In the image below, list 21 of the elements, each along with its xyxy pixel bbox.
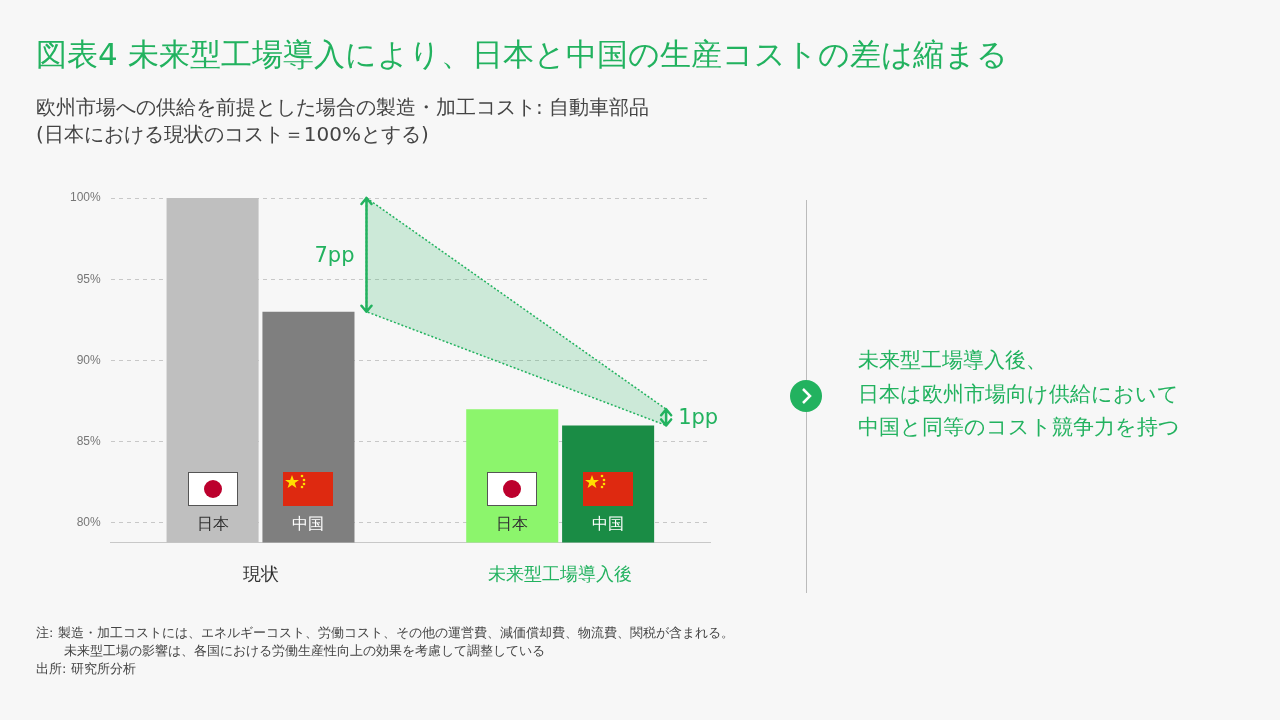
x-tick-label: 未来型工場導入後 (488, 564, 633, 585)
series-label: 中国 (292, 513, 325, 533)
text: 日本 (496, 513, 529, 533)
text: 日本は欧州市場向け供給において (858, 380, 1180, 408)
text: 未来型工場の影響は、各国における労働生産性向上の効果を考慮して調整している (63, 642, 546, 661)
chart-subtitle: 欧州市場への供給を前提とした場合の製造・加工コスト: 自動車部品 (日本における現状のコスト＝100%とする) (36, 94, 650, 148)
text: 中国と同等のコスト競争力を持つ (858, 414, 1180, 442)
y-tick-label: 85% (76, 433, 102, 448)
text: 出所: 研究所分析 (36, 660, 137, 679)
text: 中国 (592, 513, 625, 533)
annotation: 7pp (314, 242, 355, 267)
annotation: 1pp (678, 405, 719, 430)
y-tick-label: 100% (69, 190, 102, 205)
y-tick-label: 80% (76, 515, 102, 530)
series-label: 日本 (196, 513, 229, 533)
text: 未来型工場導入後、 (858, 347, 1048, 374)
y-tick-label: 90% (76, 352, 102, 367)
chart-title: 図表4 未来型工場導入により、日本と中国の生産コストの差は縮まる (36, 35, 1008, 74)
x-tick-label: 現状 (242, 564, 279, 585)
y-tick-label: 95% (76, 271, 102, 286)
text: 注: 製造・加工コストには、エネルギーコスト、労働コスト、その他の運営費、減価償却費、物流費、関税が含まれる。 (36, 624, 734, 642)
